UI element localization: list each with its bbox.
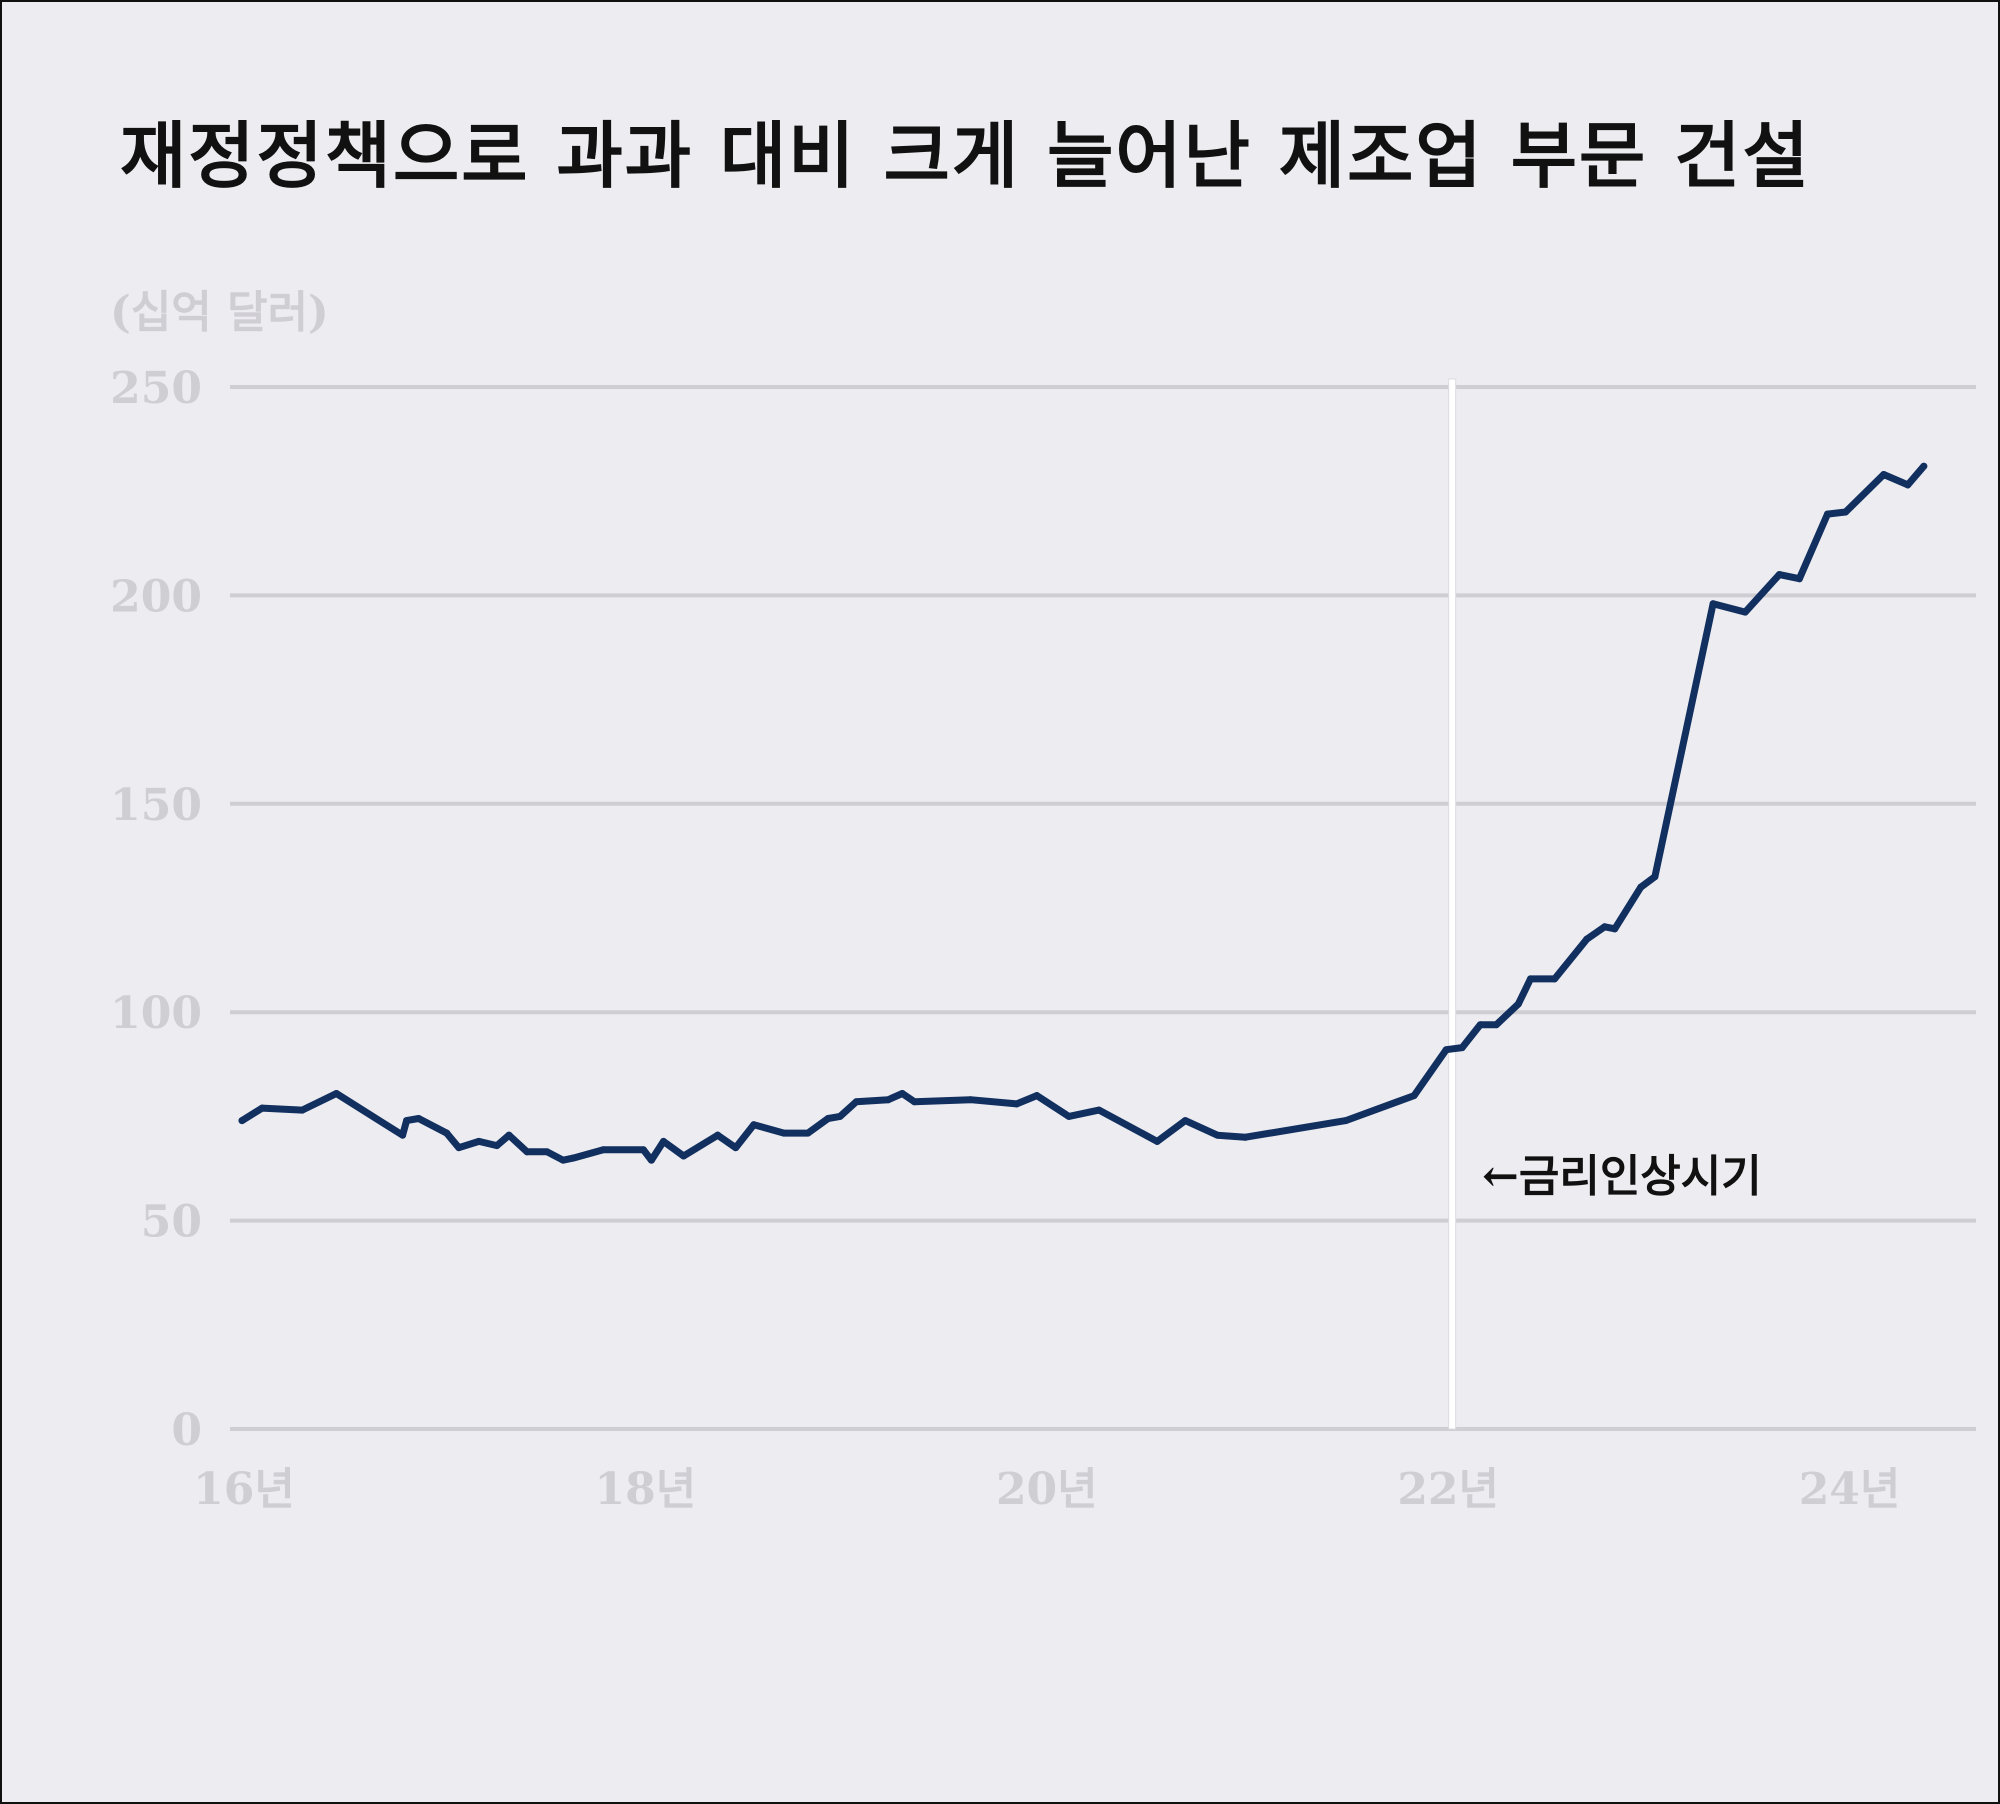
data-point [732, 1144, 740, 1152]
y-tick-label: 50 [141, 1197, 202, 1248]
data-point [780, 1129, 788, 1137]
data-point [523, 1148, 531, 1156]
data-point [569, 1154, 577, 1162]
data-point [1013, 1100, 1021, 1108]
data-point [1823, 510, 1831, 518]
y-axis-ticks: 0 50 100 150 200 250 [110, 363, 202, 1456]
y-tick-label: 0 [171, 1405, 202, 1456]
data-point [1342, 1117, 1350, 1125]
data-point [1583, 935, 1591, 943]
chart-title: 재정정책으로 과과 대비 크게 늘어난 제조업 부문 건설 [120, 113, 1811, 198]
data-point [659, 1137, 667, 1145]
data-point [559, 1156, 567, 1164]
data-point [475, 1137, 483, 1145]
y-axis-unit-label: (십억 달러) [110, 287, 329, 338]
data-point [1181, 1117, 1189, 1125]
data-point [647, 1156, 655, 1164]
data-point [1795, 575, 1803, 583]
x-tick-label: 16년 [193, 1464, 295, 1515]
data-point [824, 1114, 832, 1122]
rate-hike-marker-line [1448, 378, 1457, 1430]
data-point [1526, 975, 1534, 983]
data-point [1442, 1046, 1450, 1054]
data-point [258, 1104, 266, 1112]
rate-hike-annotation: ←금리인상시기 [1482, 1151, 1762, 1202]
data-point [852, 1098, 860, 1106]
y-tick-label: 150 [110, 780, 202, 831]
data-point [1651, 873, 1659, 881]
data-point [1153, 1137, 1161, 1145]
data-point [910, 1098, 918, 1106]
data-point [505, 1131, 513, 1139]
data-point [836, 1112, 844, 1120]
data-point [1241, 1133, 1249, 1141]
x-tick-label: 24년 [1799, 1464, 1901, 1515]
series-points [238, 462, 1928, 1164]
data-point [332, 1089, 340, 1097]
y-tick-label: 200 [110, 571, 202, 622]
data-point [1920, 462, 1928, 470]
data-point [884, 1096, 892, 1104]
data-point [1213, 1131, 1221, 1139]
data-point [1904, 481, 1912, 489]
data-point [599, 1146, 607, 1154]
data-point [1775, 571, 1783, 579]
series-line [238, 462, 1928, 1164]
data-point [1410, 1092, 1418, 1100]
x-tick-label: 20년 [996, 1464, 1098, 1515]
x-tick-label: 18년 [595, 1464, 697, 1515]
y-tick-label: 250 [110, 363, 202, 414]
data-point [714, 1131, 722, 1139]
x-tick-label: 22년 [1397, 1464, 1499, 1515]
data-point [639, 1146, 647, 1154]
data-point [1458, 1044, 1466, 1052]
data-point [1065, 1112, 1073, 1120]
data-point [1880, 471, 1888, 479]
data-point [1709, 600, 1717, 608]
data-point [298, 1106, 306, 1114]
data-point [1601, 923, 1609, 931]
data-point [804, 1129, 812, 1137]
data-point [443, 1129, 451, 1137]
data-point [1741, 608, 1749, 616]
data-point [898, 1089, 906, 1097]
data-point [967, 1096, 975, 1104]
data-point [1476, 1021, 1484, 1029]
data-point [1492, 1021, 1500, 1029]
data-point [750, 1121, 758, 1129]
x-axis-ticks: 16년 18년 20년 22년 24년 [193, 1464, 1900, 1515]
data-point [680, 1152, 688, 1160]
y-tick-label: 100 [110, 988, 202, 1039]
data-point [399, 1131, 407, 1139]
data-point [493, 1142, 501, 1150]
data-point [1095, 1106, 1103, 1114]
data-point [455, 1144, 463, 1152]
data-point [403, 1117, 411, 1125]
data-point [1514, 1000, 1522, 1008]
data-point [238, 1117, 246, 1125]
data-point [543, 1148, 551, 1156]
gridlines [230, 385, 1976, 1431]
data-point [1842, 508, 1850, 516]
data-point [1637, 883, 1645, 891]
data-point [1033, 1092, 1041, 1100]
data-point [1551, 975, 1559, 983]
data-point [415, 1114, 423, 1122]
data-point [1611, 925, 1619, 933]
